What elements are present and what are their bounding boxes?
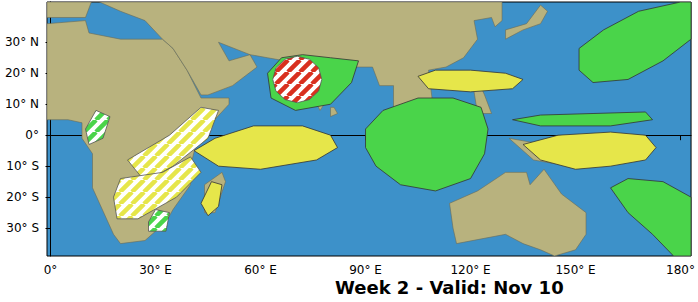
- svg-text:30° E: 30° E: [139, 263, 172, 277]
- svg-text:90° E: 90° E: [349, 263, 382, 277]
- svg-text:30° N: 30° N: [5, 35, 39, 49]
- svg-text:120° E: 120° E: [450, 263, 490, 277]
- svg-text:10° N: 10° N: [5, 97, 39, 111]
- svg-text:150° E: 150° E: [555, 263, 595, 277]
- svg-text:10° S: 10° S: [6, 159, 39, 173]
- svg-text:0°: 0°: [25, 128, 39, 142]
- svg-text:Week 2 - Valid: Nov 10: Week 2 - Valid: Nov 10: [335, 277, 564, 298]
- svg-text:30° S: 30° S: [6, 221, 39, 235]
- svg-text:180°: 180°: [666, 263, 695, 277]
- svg-text:20° S: 20° S: [6, 190, 39, 204]
- svg-text:20° N: 20° N: [5, 66, 39, 80]
- svg-text:60° E: 60° E: [244, 263, 277, 277]
- svg-text:0°: 0°: [44, 263, 58, 277]
